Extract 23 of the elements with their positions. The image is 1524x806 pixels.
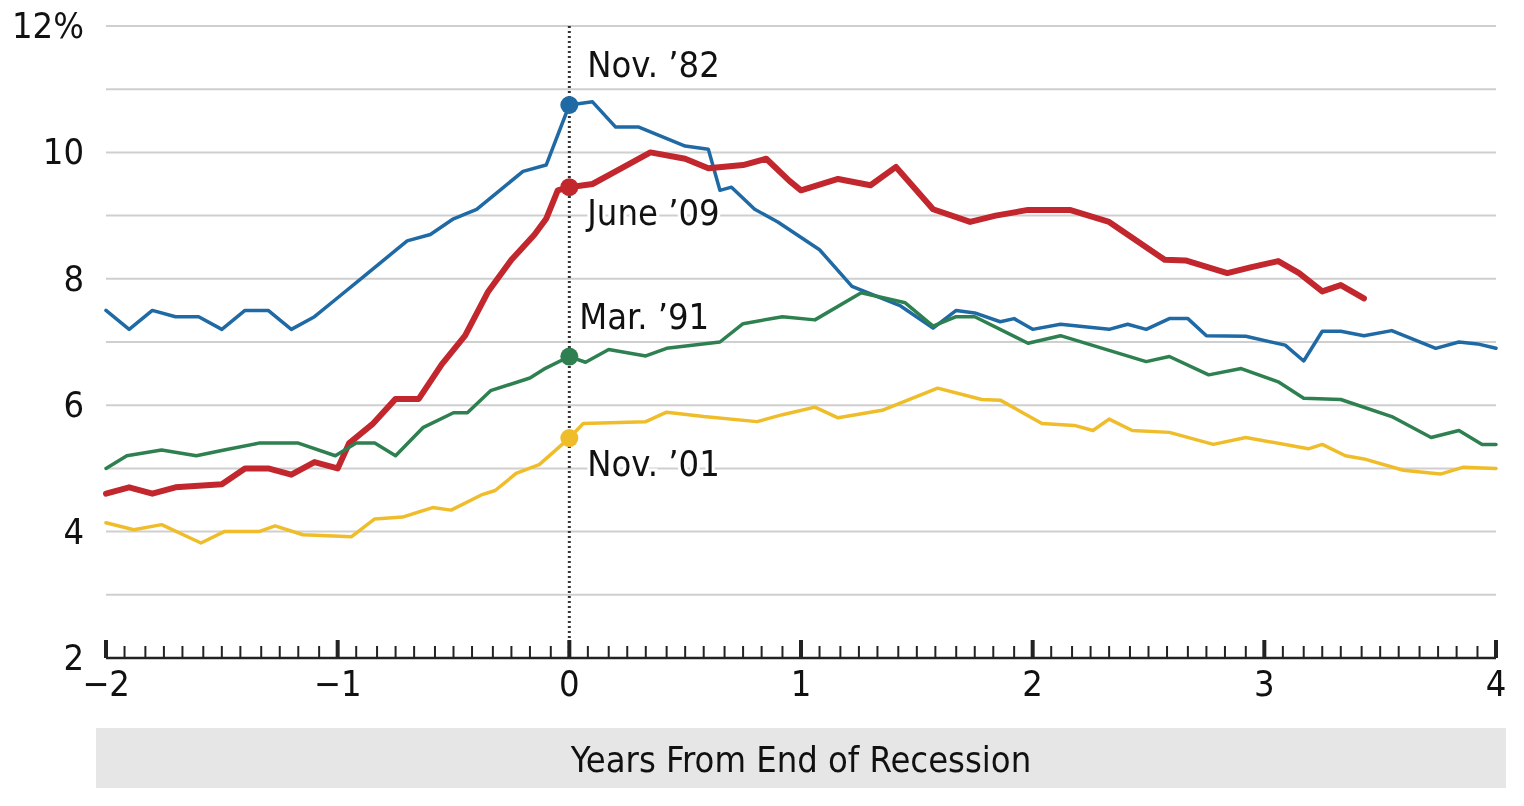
y-tick-label: 12%: [12, 5, 84, 46]
y-tick-label: 2: [63, 637, 84, 678]
point: [560, 96, 579, 114]
y-tick-label: 10: [42, 131, 84, 173]
line-series: [104, 386, 1498, 545]
y-tick-label: 6: [63, 384, 84, 426]
point: [560, 178, 579, 197]
x-tick-label: −1: [313, 663, 362, 704]
y-tick-label: 4: [63, 510, 84, 552]
series-label: Mar. ’91: [579, 295, 710, 337]
x-axis-title: Years From End of Recession: [569, 739, 1032, 780]
point: [560, 429, 579, 448]
x-tick-label: 0: [559, 663, 580, 704]
series-label: June ’09: [585, 192, 720, 234]
x-tick-label: −2: [82, 663, 130, 704]
x-tick-label: 1: [790, 663, 812, 704]
series-label: Nov. ’01: [587, 443, 720, 485]
series-label: Nov. ’82: [587, 44, 720, 85]
x-tick-label: 2: [1022, 663, 1043, 704]
point: [560, 347, 579, 366]
y-tick-label: 8: [63, 257, 84, 299]
x-tick-label: 3: [1254, 663, 1275, 704]
x-tick-label: 4: [1485, 663, 1507, 704]
